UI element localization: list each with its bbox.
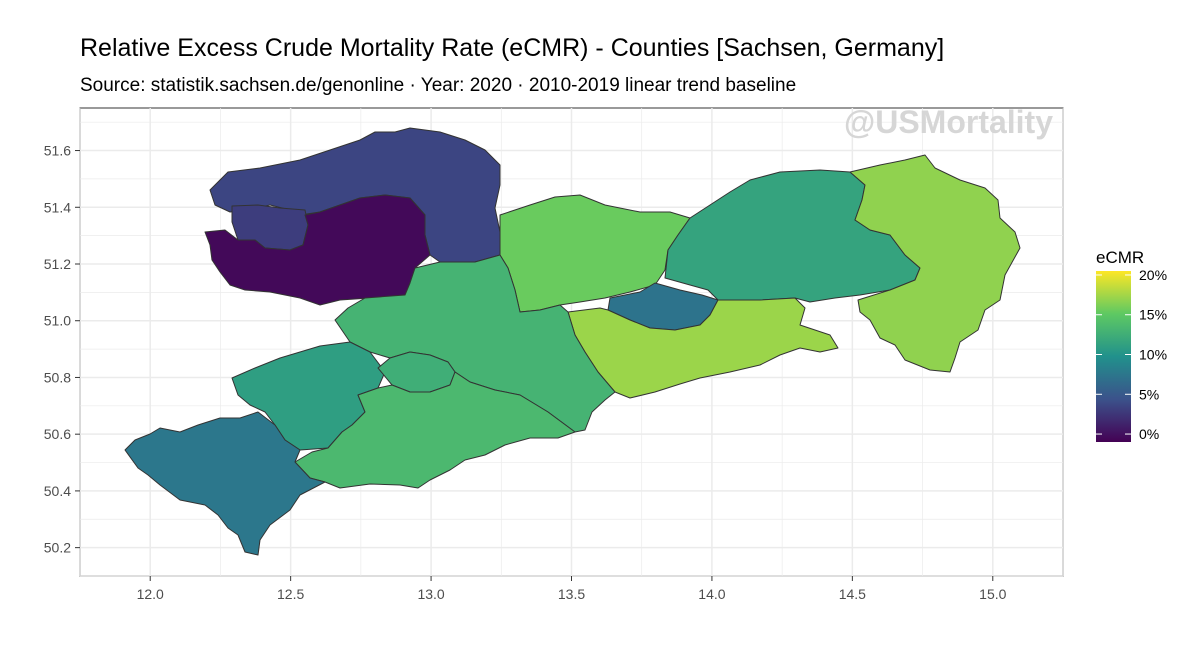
x-tick-label: 13.5	[558, 586, 585, 602]
legend-label: 5%	[1139, 386, 1159, 402]
y-axis: 50.2 50.4 50.6 50.8 51.0 51.2 51.4 51.6	[44, 143, 80, 556]
y-tick-label: 50.4	[44, 483, 71, 499]
legend-label: 15%	[1139, 307, 1167, 323]
y-tick-label: 50.2	[44, 540, 71, 556]
y-tick-label: 51.4	[44, 199, 71, 215]
county-saechsische-schweiz	[567, 297, 839, 399]
chart-subtitle: Source: statistik.sachsen.de/genonline ·…	[80, 75, 797, 96]
county-regions	[124, 127, 1021, 556]
watermark: @USMortality	[844, 104, 1053, 140]
x-tick-label: 15.0	[979, 586, 1006, 602]
legend-title: eCMR	[1096, 248, 1144, 267]
county-goerlitz	[849, 154, 1021, 373]
legend-colorbar	[1096, 271, 1131, 442]
legend-label: 10%	[1139, 347, 1167, 363]
x-tick-label: 14.5	[839, 586, 866, 602]
y-tick-label: 50.8	[44, 369, 71, 385]
county-erzgebirgskreis	[294, 371, 576, 489]
y-tick-label: 51.6	[44, 143, 71, 159]
legend-label: 20%	[1139, 267, 1167, 283]
x-axis: 12.0 12.5 13.0 13.5 14.0 14.5 15.0	[137, 576, 1007, 602]
x-tick-label: 12.5	[277, 586, 304, 602]
x-tick-label: 12.0	[137, 586, 164, 602]
legend: eCMR 20% 15% 10% 5% 0%	[1096, 248, 1167, 442]
county-leipzig-city	[204, 194, 431, 306]
x-tick-label: 14.0	[698, 586, 725, 602]
x-tick-label: 13.0	[417, 586, 444, 602]
county-vogtlandkreis	[124, 411, 326, 556]
chart-title: Relative Excess Crude Mortality Rate (eC…	[80, 34, 945, 62]
y-tick-label: 51.2	[44, 256, 71, 272]
y-tick-label: 50.6	[44, 426, 71, 442]
legend-label: 0%	[1139, 426, 1159, 442]
y-tick-label: 51.0	[44, 313, 71, 329]
